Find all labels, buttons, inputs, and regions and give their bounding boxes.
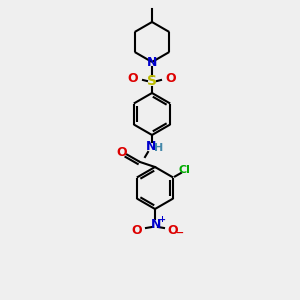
Text: N: N: [146, 140, 156, 154]
Text: O: O: [128, 73, 138, 85]
Text: O: O: [166, 73, 176, 85]
Text: O: O: [117, 146, 127, 158]
Text: H: H: [154, 143, 164, 153]
Text: N: N: [151, 218, 161, 230]
Text: O: O: [168, 224, 178, 238]
Text: +: +: [158, 215, 166, 224]
Text: Cl: Cl: [178, 165, 190, 175]
Text: −: −: [176, 228, 184, 238]
Text: S: S: [147, 74, 157, 88]
Text: N: N: [147, 56, 157, 68]
Text: O: O: [132, 224, 142, 238]
